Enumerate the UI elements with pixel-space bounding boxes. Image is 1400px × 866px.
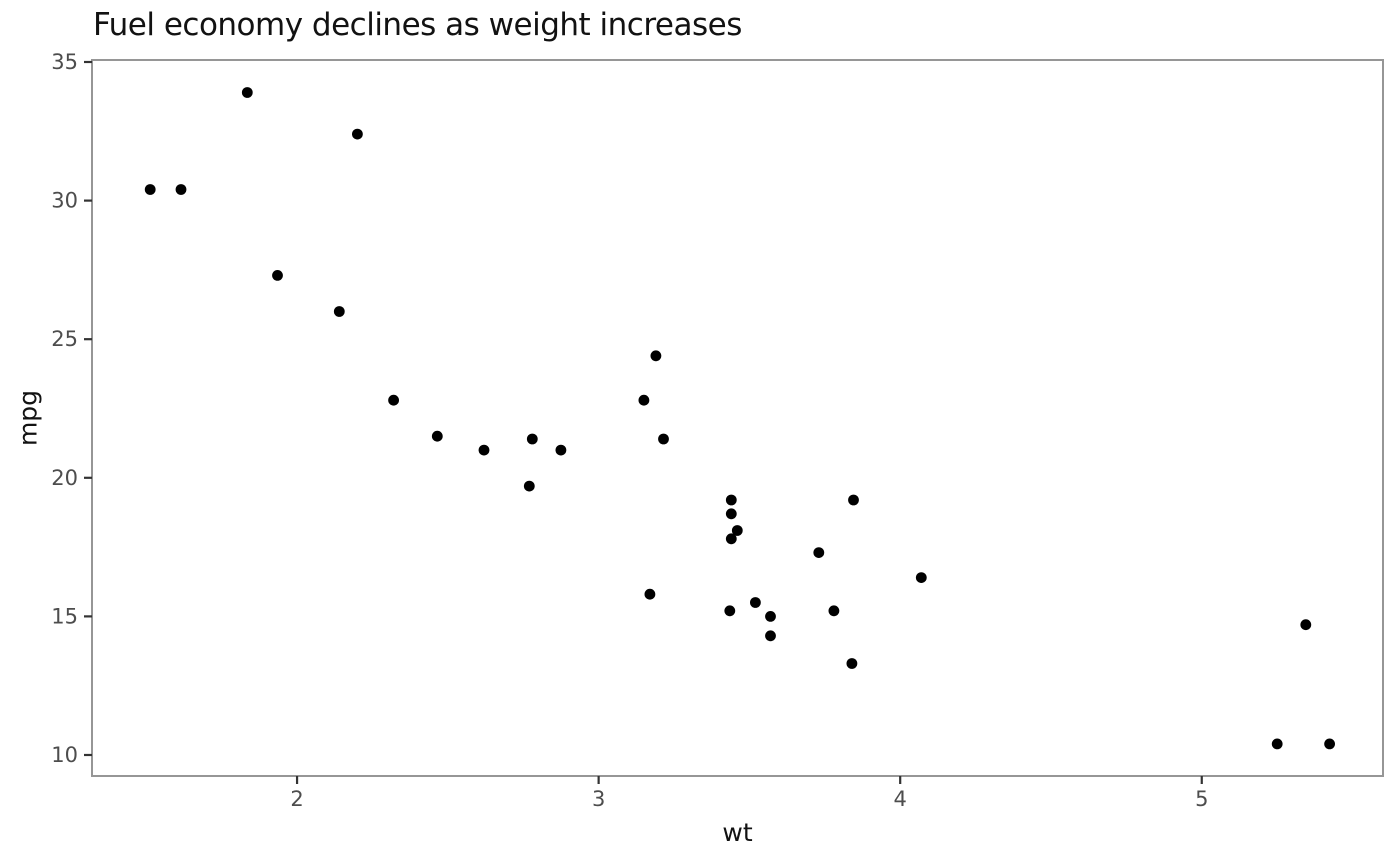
x-tick-label: 3: [592, 787, 605, 811]
data-point: [828, 605, 840, 617]
data-point: [1300, 619, 1312, 631]
chart-title: Fuel economy declines as weight increase…: [93, 7, 742, 43]
data-point: [658, 433, 669, 445]
data-point: [725, 533, 737, 545]
data-point: [846, 658, 858, 669]
data-point: [241, 87, 253, 98]
x-axis-title: wt: [722, 818, 753, 847]
data-point: [333, 306, 345, 317]
data-point: [813, 547, 825, 558]
panel-border: [91, 59, 1384, 777]
y-tick-label: 25: [51, 327, 78, 351]
x-tick-label: 4: [894, 787, 907, 811]
x-tick-label: 5: [1195, 787, 1208, 811]
y-tick-label: 10: [51, 743, 78, 767]
data-point: [724, 605, 736, 617]
data-point: [848, 494, 859, 506]
data-point: [765, 630, 776, 642]
data-point: [638, 394, 650, 406]
data-point: [1324, 738, 1335, 750]
y-tick-label: 20: [51, 466, 78, 490]
data-point: [175, 184, 187, 195]
data-point: [1271, 738, 1283, 750]
data-point: [725, 508, 737, 520]
data-point: [526, 433, 538, 445]
data-point: [650, 350, 662, 362]
x-tick-label: 2: [290, 787, 303, 811]
data-point: [352, 128, 363, 140]
data-point: [765, 611, 776, 622]
y-tick-label: 15: [51, 604, 78, 628]
data-point: [272, 270, 283, 281]
data-point: [478, 444, 490, 456]
y-tick-label: 35: [51, 50, 78, 74]
data-point: [388, 394, 399, 406]
data-point: [750, 597, 761, 608]
data-point: [555, 444, 567, 456]
data-point: [523, 480, 535, 492]
y-tick-label: 30: [51, 189, 78, 213]
data-point: [144, 184, 156, 195]
data-point: [431, 430, 443, 442]
y-axis-title: mpg: [13, 389, 43, 447]
data-point: [915, 572, 927, 583]
data-point: [725, 494, 737, 506]
data-point: [644, 588, 656, 600]
data-point: [731, 525, 743, 536]
